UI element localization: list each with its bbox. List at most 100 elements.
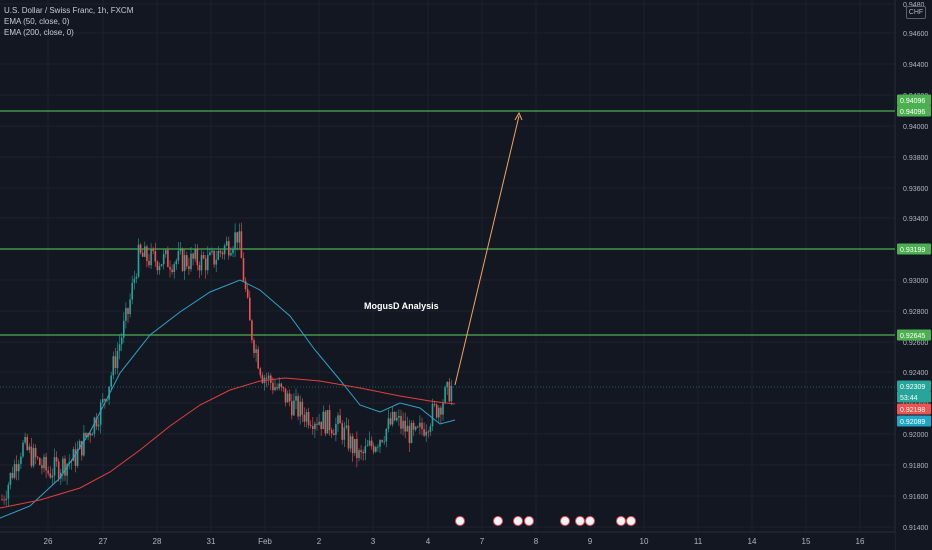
candle-body [139,244,142,253]
price-badge-level-1: 0.94096 [900,98,925,105]
candle-body [20,456,22,464]
candle-body [135,276,138,279]
candle-body [328,410,331,430]
legend-symbol[interactable]: U.S. Dollar / Swiss Franc, 1h, FXCM [4,6,134,15]
candle-body [284,388,287,403]
candle-body [322,411,325,430]
candle-body [326,410,329,434]
candle-body [97,424,100,427]
price-badge-ema50: 0.92089 [900,419,925,426]
candle-body [181,249,184,271]
candle-body [274,387,276,391]
candle-body [223,245,226,255]
candle-body [305,412,308,422]
candle-body [99,402,102,425]
calendar-event-icon [585,516,595,526]
candle-body [173,264,175,272]
y-tick-label-17: 0.91400 [903,525,928,532]
y-tick-label-2: 0.94400 [903,62,928,69]
x-tick-label-14: 15 [802,537,811,546]
candle-body [144,246,146,257]
candle-body [26,436,28,450]
candle-body [228,241,230,256]
x-tick-label-2: 28 [153,537,162,546]
candles [1,222,453,506]
candle-body [30,446,33,466]
candle-body [372,446,375,452]
candle-body [288,393,291,402]
candle-body [85,432,87,438]
candle-body [156,261,159,271]
candle-body [364,446,367,454]
candle-body [137,244,140,277]
candle-body [377,446,379,448]
candle-body [93,417,96,434]
candle-body [333,433,335,435]
candle-body [160,264,163,267]
candle-body [354,439,356,454]
calendar-event-icon [513,516,523,526]
candle-body [165,250,167,255]
y-tick-label-15: 0.91800 [903,463,928,470]
candle-body [242,258,245,281]
candle-body [240,231,243,259]
candle-body [366,445,369,447]
candle-body [286,393,289,403]
currency-badge[interactable]: CHF [906,6,926,19]
candle-body [76,449,79,466]
candle-body [280,383,283,388]
candle-body [261,375,264,384]
price-badge-last: 0.92309 [900,384,925,391]
candle-body [106,399,108,401]
candle-body [196,249,199,266]
candle-body [194,249,196,259]
candle-body [70,460,73,463]
y-tick-label-7: 0.93400 [903,216,928,223]
candle-body [13,464,16,478]
price-badge-countdown-bg [897,391,931,403]
candle-body [207,255,209,271]
candle-body [433,403,436,405]
legend-ema50[interactable]: EMA (50, close, 0) [4,17,70,26]
candle-body [104,399,106,401]
candle-body [314,423,316,430]
y-tick-label-14: 0.92000 [903,432,928,439]
candle-body [301,401,304,415]
x-tick-label-8: 7 [480,537,485,546]
candle-body [114,356,117,369]
candle-body [244,280,247,290]
candle-body [39,457,41,466]
y-tick-label-1: 0.94600 [903,31,928,38]
y-tick-label-10: 0.92800 [903,309,928,316]
y-tick-label-16: 0.91600 [903,494,928,501]
price-badge-last-bg [897,380,931,392]
candle-body [412,422,415,430]
price-badge-level-1-dup: 0.94096 [900,109,925,116]
candle-body [259,368,262,376]
candle-body [251,320,253,341]
candle-body [438,407,440,418]
candle-body [345,425,348,428]
y-tick-label-5: 0.93800 [903,155,928,162]
candle-body [215,259,217,265]
candle-body [265,377,268,379]
candle-body [423,429,425,436]
candle-body [446,381,448,388]
chart-legend: U.S. Dollar / Swiss Franc, 1h, FXCM EMA … [4,5,133,38]
candle-body [131,282,133,300]
candle-body [358,450,360,459]
calendar-event-icon [560,516,570,526]
x-tick-label-9: 8 [534,537,539,546]
y-tick-label-11: 0.92600 [903,340,928,347]
x-tick-label-11: 10 [640,537,649,546]
candle-body [3,499,5,501]
ema200-line [0,377,456,509]
candle-body [341,423,343,440]
legend-ema200[interactable]: EMA (200, close, 0) [4,28,74,37]
candle-body [5,498,7,501]
candle-body [221,252,224,255]
candle-body [211,250,213,253]
candle-body [431,403,434,427]
